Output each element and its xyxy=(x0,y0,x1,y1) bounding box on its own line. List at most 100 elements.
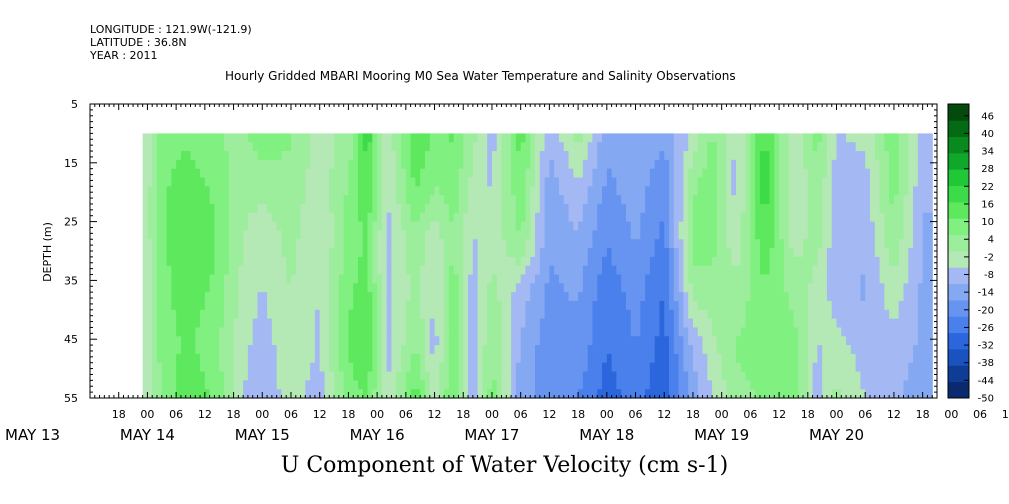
heatmap-cell xyxy=(736,283,742,293)
heatmap-cell xyxy=(501,380,507,390)
heatmap-cell xyxy=(190,221,196,232)
heatmap-cell xyxy=(396,283,402,293)
heatmap-cell xyxy=(841,203,847,214)
heatmap-cell xyxy=(568,230,574,240)
heatmap-cell xyxy=(195,318,201,329)
heatmap-cell xyxy=(176,265,182,276)
heatmap-cell xyxy=(606,142,613,152)
heatmap-cell xyxy=(745,318,751,329)
heatmap-cell xyxy=(759,389,766,399)
heatmap-cell xyxy=(267,212,273,223)
heatmap-cell xyxy=(870,389,876,399)
heatmap-cell xyxy=(822,309,828,320)
heatmap-cell xyxy=(630,133,637,143)
heatmap-cell xyxy=(238,256,244,267)
heatmap-cell xyxy=(731,336,737,346)
heatmap-cell xyxy=(625,212,632,223)
heatmap-cell xyxy=(793,221,799,232)
heatmap-cell xyxy=(305,345,311,355)
heatmap-cell xyxy=(606,239,613,249)
heatmap-cell xyxy=(381,327,388,337)
heatmap-cell xyxy=(673,221,680,232)
heatmap-cell xyxy=(549,283,555,293)
heatmap-cell xyxy=(142,248,149,258)
heatmap-cell xyxy=(831,353,838,364)
heatmap-cell xyxy=(927,300,933,311)
heatmap-cell xyxy=(429,142,436,152)
heatmap-cell xyxy=(381,292,388,302)
heatmap-cell xyxy=(688,186,694,196)
heatmap-cell xyxy=(539,327,546,337)
heatmap-cell xyxy=(223,212,230,223)
heatmap-cell xyxy=(874,265,881,276)
heatmap-cell xyxy=(846,212,852,223)
heatmap-cell xyxy=(606,362,613,373)
heatmap-cell xyxy=(817,256,823,267)
heatmap-cell xyxy=(520,212,527,223)
heatmap-cell xyxy=(238,142,244,152)
heatmap-cell xyxy=(817,195,823,205)
heatmap-cell xyxy=(372,353,378,364)
heatmap-cell xyxy=(697,345,704,355)
heatmap-cell xyxy=(865,318,871,329)
heatmap-cell xyxy=(300,133,306,143)
heatmap-cell xyxy=(257,265,263,276)
heatmap-cell xyxy=(544,256,550,267)
heatmap-cell xyxy=(922,380,929,390)
heatmap-cell xyxy=(482,362,488,373)
heatmap-cell xyxy=(625,168,632,179)
heatmap-cell xyxy=(295,380,302,390)
heatmap-cell xyxy=(683,283,689,293)
heatmap-cell xyxy=(922,336,929,346)
heatmap-cell xyxy=(477,327,483,337)
heatmap-cell xyxy=(812,389,818,399)
heatmap-cell xyxy=(822,292,828,302)
heatmap-cell xyxy=(549,230,555,240)
heatmap-cell xyxy=(769,327,775,337)
heatmap-cell xyxy=(424,283,431,293)
heatmap-cell xyxy=(472,292,479,302)
heatmap-cell xyxy=(228,221,235,232)
heatmap-cell xyxy=(487,186,493,196)
heatmap-cell xyxy=(597,371,603,381)
heatmap-cell xyxy=(803,151,809,161)
heatmap-cell xyxy=(592,239,598,249)
heatmap-cell xyxy=(803,274,809,284)
heatmap-cell xyxy=(822,371,828,381)
heatmap-cell xyxy=(578,256,584,267)
heatmap-cell xyxy=(305,327,311,337)
heatmap-cell xyxy=(850,292,857,302)
heatmap-cell xyxy=(372,371,378,381)
heatmap-cell xyxy=(870,239,876,249)
heatmap-cell xyxy=(448,318,455,329)
heatmap-cell xyxy=(884,371,890,381)
heatmap-cell xyxy=(927,353,933,364)
heatmap-cell xyxy=(836,336,842,346)
heatmap-cell xyxy=(683,186,689,196)
heatmap-cell xyxy=(712,389,718,399)
heatmap-cell xyxy=(903,292,909,302)
heatmap-cell xyxy=(769,300,775,311)
heatmap-cell xyxy=(611,318,617,329)
heatmap-cell xyxy=(525,318,531,329)
heatmap-cell xyxy=(142,168,149,179)
heatmap-cell xyxy=(338,309,345,320)
heatmap-cell xyxy=(812,345,818,355)
heatmap-cell xyxy=(812,327,818,337)
heatmap-cell xyxy=(257,151,263,161)
heatmap-cell xyxy=(903,239,909,249)
heatmap-cell xyxy=(692,203,699,214)
heatmap-cell xyxy=(582,283,589,293)
heatmap-cell xyxy=(238,336,244,346)
heatmap-cell xyxy=(424,168,431,179)
heatmap-cell xyxy=(712,327,718,337)
heatmap-cell xyxy=(444,142,450,152)
heatmap-cell xyxy=(688,168,694,179)
heatmap-cell xyxy=(582,353,589,364)
heatmap-cell xyxy=(468,380,474,390)
heatmap-cell xyxy=(343,327,350,337)
heatmap-cell xyxy=(238,186,244,196)
heatmap-cell xyxy=(558,239,565,249)
heatmap-cell xyxy=(252,168,259,179)
heatmap-cell xyxy=(903,345,909,355)
